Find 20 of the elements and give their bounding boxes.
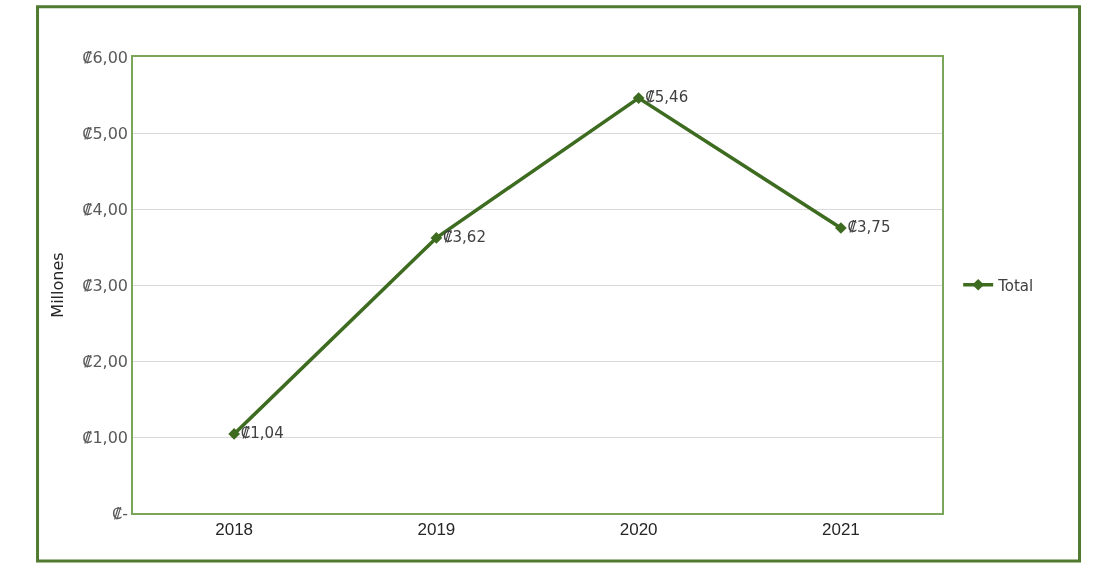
legend-label: Total bbox=[997, 276, 1034, 295]
point bbox=[430, 232, 443, 244]
y-tick-label: ₡6,00 bbox=[82, 47, 129, 67]
y-tick-label: ₡2,00 bbox=[82, 351, 129, 371]
y-tick-label: ₡3,00 bbox=[82, 275, 129, 295]
y-tick-label: ₡5,00 bbox=[82, 123, 129, 143]
data-label: ₡5,46 bbox=[645, 87, 689, 106]
x-tick-label: 2019 bbox=[417, 520, 456, 540]
y-axis-title: Millones bbox=[47, 252, 67, 318]
point bbox=[632, 92, 645, 104]
y-tick-label: ₡- bbox=[112, 503, 129, 523]
x-tick-label: 2021 bbox=[821, 520, 860, 540]
data-label: ₡1,04 bbox=[240, 423, 284, 442]
y-tick-label: ₡4,00 bbox=[82, 199, 129, 219]
data-label: ₡3,75 bbox=[847, 217, 891, 236]
point bbox=[228, 428, 240, 440]
x-tick-label: 2018 bbox=[215, 520, 254, 540]
x-tick-label: 2020 bbox=[619, 520, 658, 540]
y-tick-label: ₡1,00 bbox=[82, 427, 129, 447]
data-label: ₡3,62 bbox=[443, 227, 486, 246]
